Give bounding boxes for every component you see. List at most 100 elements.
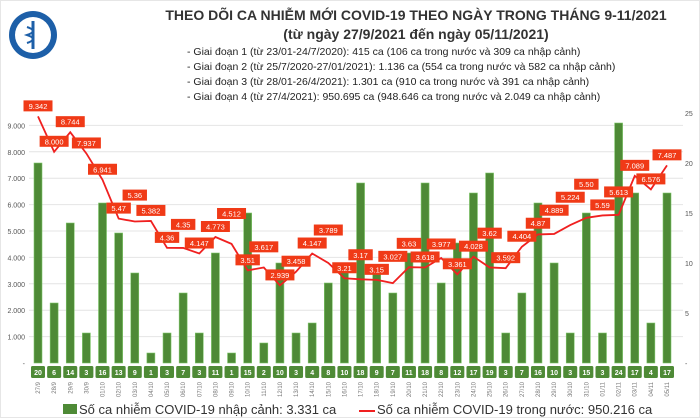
x-tick-label: 29/9 [68, 381, 74, 393]
bar-label-bg [643, 366, 658, 378]
line-label-bg [426, 238, 456, 250]
bar [598, 332, 607, 364]
x-tick-label: 02/10 [117, 381, 123, 397]
left-tick-label: 7.000 [7, 176, 25, 183]
bar-label-bg [272, 366, 287, 378]
x-tick-label: 19/10 [391, 381, 397, 397]
line-data-label: 6.941 [93, 165, 112, 174]
bar [162, 332, 172, 364]
line-label-bg [217, 207, 247, 219]
line-data-label: 3.789 [319, 226, 338, 235]
right-tick-label: - [685, 361, 688, 368]
line-label-bg [491, 252, 521, 264]
line-data-label: 4.36 [160, 233, 175, 242]
bar [372, 272, 381, 364]
line-data-label: 5.47 [111, 204, 126, 213]
bar [130, 272, 140, 364]
bar [291, 332, 301, 364]
x-tick-label: 06/10 [181, 381, 187, 397]
bar [469, 192, 478, 364]
x-tick-label: 18/10 [375, 381, 381, 397]
bar-label-bg [482, 366, 497, 378]
line-label-bg [652, 149, 682, 161]
bar-label-bg [95, 366, 110, 378]
bar [33, 162, 43, 364]
left-tick-label: 2.000 [7, 308, 25, 315]
bar [630, 192, 640, 364]
line-label-bg [71, 137, 101, 149]
line-label-bg [297, 237, 327, 249]
bar-label-bg [466, 366, 481, 378]
line-data-label: 2.939 [271, 271, 290, 280]
left-tick-label: 9.000 [7, 123, 25, 130]
bar [194, 332, 204, 364]
x-tick-label: 15/10 [326, 381, 332, 397]
line-data-label: 5.613 [609, 188, 628, 197]
bar-data-label: 17 [663, 370, 671, 377]
bar-label-bg [79, 366, 94, 378]
x-tick-label: 11/10 [262, 381, 268, 396]
line-label-bg [106, 202, 131, 214]
bar [388, 292, 398, 364]
line-data-label: 3.027 [383, 252, 402, 261]
x-tick-label: 14/10 [310, 381, 316, 397]
line-data-label: 4.512 [222, 209, 241, 218]
left-tick-label: - [23, 361, 26, 368]
bar-label-bg [256, 366, 271, 378]
bar-data-label: 18 [357, 370, 365, 377]
legend-bar-swatch [63, 404, 77, 414]
legend-bar-label: Số ca nhiễm COVID-19 nhập cảnh: 3.331 ca [79, 402, 337, 417]
line-data-label: 3.458 [287, 257, 306, 266]
bar-label-bg [192, 366, 207, 378]
bar-label-bg [660, 366, 674, 378]
line-data-label: 3.17 [353, 251, 368, 260]
line-label-bg [39, 135, 69, 147]
line-data-label: 9.342 [29, 102, 48, 111]
bar-data-label: 20 [34, 370, 42, 377]
x-tick-label: 08/10 [213, 381, 219, 397]
bar-data-label: 7 [181, 370, 185, 377]
left-tick-label: 3.000 [7, 282, 25, 289]
bar [453, 242, 462, 364]
bar-label-bg [563, 366, 578, 378]
line-data-label: 4.147 [190, 239, 209, 248]
line-label-bg [636, 173, 666, 185]
bar-label-bg [611, 366, 626, 378]
right-tick-label: 10 [685, 261, 693, 268]
bar-label-bg [127, 366, 142, 378]
line-data-label: 3.63 [402, 239, 417, 248]
line-label-bg [604, 186, 634, 198]
line-data-label: 3.62 [482, 229, 497, 238]
bar-data-label: 3 [84, 370, 88, 377]
bar-data-label: 8 [439, 370, 443, 377]
line-label-bg [122, 189, 147, 201]
line-label-bg [281, 255, 311, 267]
bar-data-label: 3 [601, 370, 605, 377]
line-data-label: 3.21 [337, 264, 352, 273]
line-data-label: 3.617 [254, 243, 273, 252]
line-data-label: 5.59 [595, 201, 610, 210]
line-label-bg [313, 224, 343, 236]
line-data-label: 4.028 [464, 242, 483, 251]
line-label-bg [249, 241, 279, 253]
bar-label-bg [547, 366, 562, 378]
line-label-bg [364, 263, 389, 275]
bar-data-label: 19 [486, 370, 494, 377]
bar-label-bg [63, 366, 78, 378]
bar [420, 182, 430, 364]
note-period-2: - Giai đoạn 2 (từ 25/7/2020-27/01/2021):… [187, 61, 616, 73]
bar-data-label: 7 [520, 370, 524, 377]
bar [146, 352, 156, 364]
line-label-bg [458, 240, 488, 252]
line-label-bg [574, 178, 599, 190]
bar-label-bg [514, 366, 529, 378]
bar-label-bg [450, 366, 465, 378]
x-tick-label: 04/10 [149, 381, 155, 397]
bar-label-bg [240, 366, 255, 378]
chart-subtitle: (từ ngày 27/9/2021 đến ngày 05/11/2021) [283, 26, 549, 42]
bar-label-bg [418, 366, 433, 378]
x-tick-label: 25/10 [488, 381, 494, 397]
bar-label-bg [337, 366, 352, 378]
bar [259, 342, 269, 364]
